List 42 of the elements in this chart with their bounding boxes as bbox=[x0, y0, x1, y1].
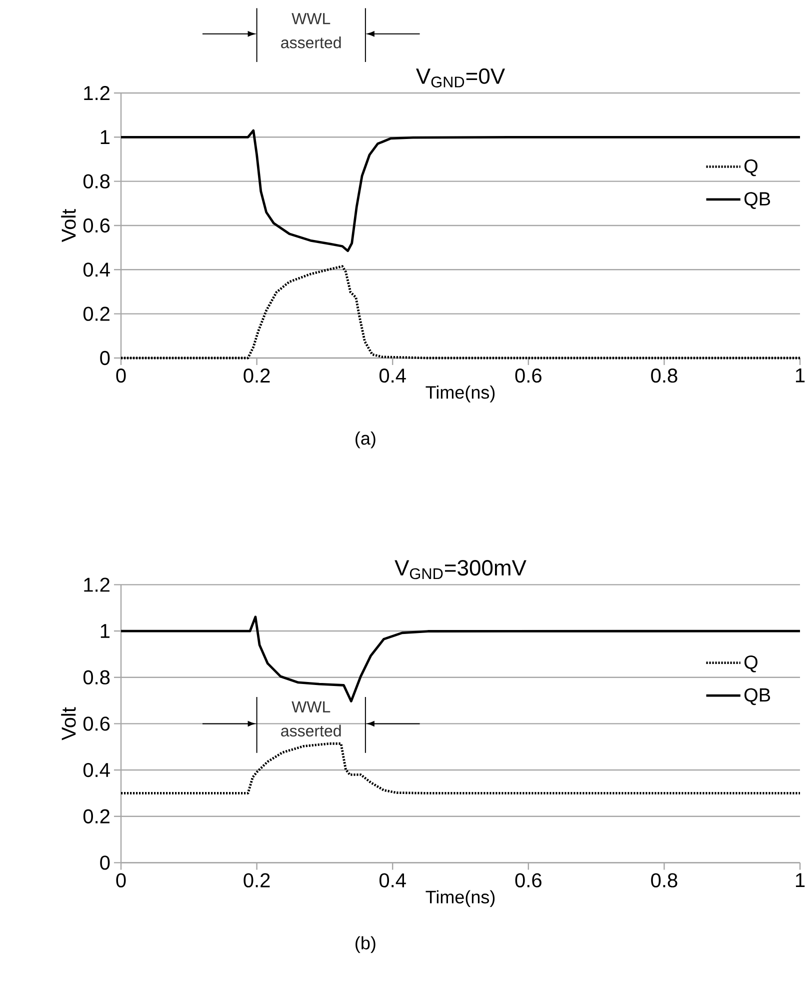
text: WWL asserted bbox=[281, 13, 341, 48]
x-tick-label: 0.8 bbox=[651, 873, 678, 888]
x-tick-label: 1 bbox=[796, 873, 805, 887]
y-tick-label: 0.4 bbox=[83, 762, 110, 778]
x-tick-label: 0.6 bbox=[515, 368, 542, 383]
y-tick-label: 0 bbox=[100, 856, 110, 870]
chart-title: V$_{GND}$=300mV bbox=[394, 560, 526, 580]
y-tick-label: 0.8 bbox=[83, 174, 110, 188]
legend-label: Q bbox=[744, 159, 758, 176]
legend-label: QB bbox=[744, 192, 770, 209]
legend-label: Q bbox=[744, 655, 758, 672]
y-tick-label: 0.2 bbox=[83, 809, 110, 824]
text: (a) bbox=[356, 432, 376, 448]
x-tick-label: 0 bbox=[116, 873, 126, 888]
y-axis-title: Volt bbox=[61, 707, 76, 740]
text: (b) bbox=[356, 936, 376, 954]
y-tick-label: 0.8 bbox=[83, 670, 110, 684]
chart-title: V$_{GND}$=0V bbox=[416, 68, 505, 88]
x-tick-label: 0.2 bbox=[244, 368, 270, 383]
legend-label: QB bbox=[744, 688, 770, 706]
x-tick-label: 0.4 bbox=[379, 368, 406, 383]
y-tick-label: 0.2 bbox=[83, 306, 110, 321]
y-tick-label: 1.2 bbox=[84, 86, 110, 100]
y-tick-label: 0.4 bbox=[83, 262, 110, 277]
x-tick-label: 0.4 bbox=[379, 873, 406, 888]
y-tick-label: 0.6 bbox=[83, 218, 110, 233]
x-tick-label: 0.6 bbox=[515, 873, 542, 888]
y-tick-label: 1.2 bbox=[84, 578, 110, 592]
x-tick-label: 0 bbox=[116, 368, 126, 383]
x-tick-label: 0.8 bbox=[651, 368, 678, 383]
annotation: WWL asserted bbox=[281, 701, 341, 737]
x-axis-title: Time(ns) bbox=[426, 890, 495, 908]
y-tick-label: 1 bbox=[100, 624, 110, 638]
x-tick-label: 0.2 bbox=[244, 873, 270, 888]
y-tick-label: 1 bbox=[100, 130, 110, 144]
x-tick-label: 1 bbox=[796, 368, 805, 382]
y-axis-title: Volt bbox=[61, 208, 76, 242]
line-series bbox=[120, 129, 802, 252]
line-series bbox=[120, 742, 802, 794]
y-tick-label: 0.6 bbox=[83, 716, 110, 731]
y-tick-label: 0 bbox=[100, 350, 110, 366]
x-axis-title: Time(ns) bbox=[426, 386, 495, 402]
